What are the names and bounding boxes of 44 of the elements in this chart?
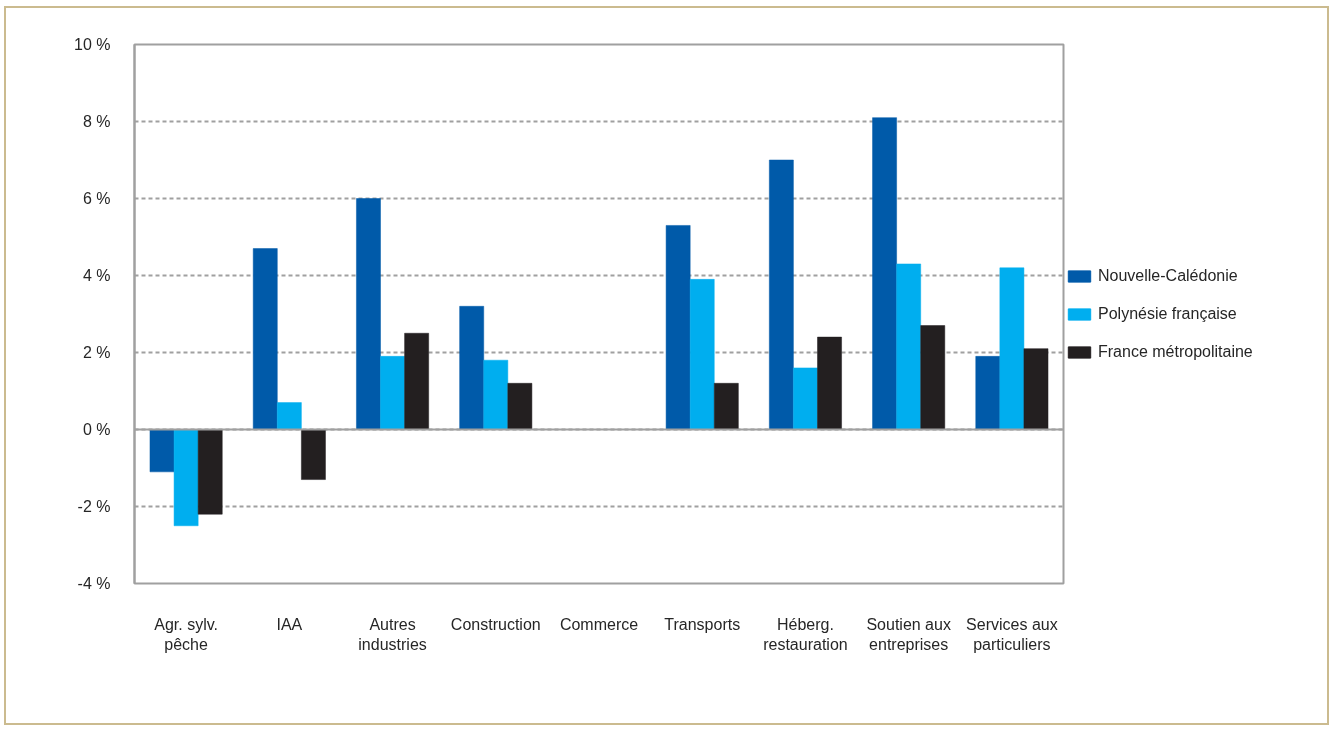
x-tick-label: Services aux particuliers <box>966 615 1058 653</box>
bar <box>714 383 739 430</box>
x-tick-label: Soutien aux entreprises <box>866 615 951 653</box>
x-tick-label: Agr. sylv. pêche <box>154 615 218 653</box>
bar <box>483 359 509 430</box>
bar <box>277 402 302 430</box>
y-tick-label: -2 % <box>77 498 111 515</box>
bar <box>1023 348 1049 430</box>
x-tick-label: IAA <box>276 615 303 633</box>
bar <box>507 383 533 430</box>
legend-label: Polynésie française <box>1098 304 1237 323</box>
bar <box>999 267 1025 430</box>
bar <box>197 429 223 515</box>
bar <box>380 356 405 430</box>
bar <box>793 367 818 430</box>
bar <box>252 248 278 430</box>
y-tick-label: 8 % <box>82 113 111 130</box>
legend-label: France métropolitaine <box>1098 342 1253 361</box>
bar <box>356 198 381 430</box>
x-tick-label: Transports <box>664 615 741 633</box>
bar <box>920 325 946 430</box>
bar <box>149 429 175 473</box>
bar <box>173 429 199 526</box>
x-tick-label: Autres industries <box>358 615 427 653</box>
bar <box>975 356 1001 430</box>
legend-label: Nouvelle-Calédonie <box>1098 266 1238 285</box>
x-tick-label: Construction <box>450 615 541 633</box>
x-tick-label: Commerce <box>559 615 639 633</box>
y-tick-label: 6 % <box>82 190 111 207</box>
x-tick-label: Héberg. restauration <box>763 615 848 653</box>
bar <box>459 306 484 430</box>
bar <box>872 117 897 430</box>
bar <box>665 225 691 430</box>
bar <box>301 429 326 480</box>
bar <box>896 263 921 430</box>
y-tick-label: 4 % <box>82 267 111 284</box>
y-tick-label: -4 % <box>77 575 111 592</box>
bar <box>404 333 429 430</box>
y-tick-label: 10 % <box>74 36 111 53</box>
y-tick-label: 0 % <box>82 421 111 438</box>
bar <box>817 336 842 430</box>
bar <box>769 159 794 430</box>
y-tick-label: 2 % <box>82 344 111 361</box>
bar <box>689 279 715 430</box>
